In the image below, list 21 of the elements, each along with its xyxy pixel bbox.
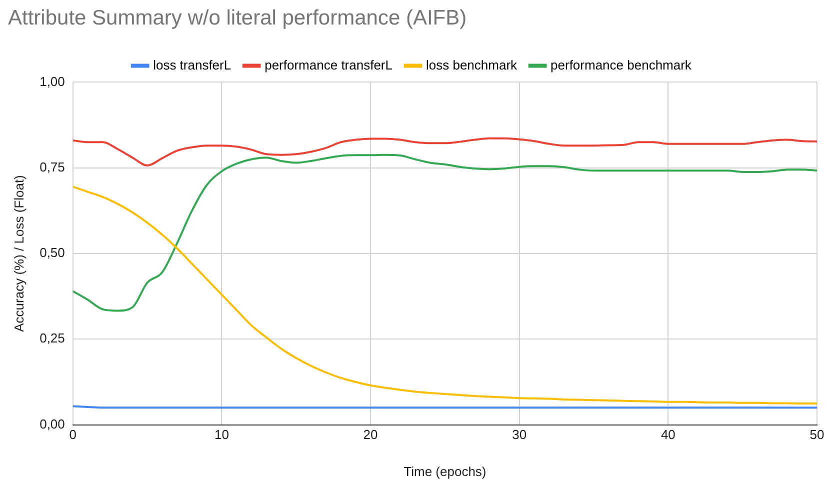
x-tick-label: 0 xyxy=(69,427,77,442)
y-axis-title: Accuracy (%) / Loss (Float) xyxy=(11,175,26,332)
x-tick-label: 40 xyxy=(660,427,676,442)
y-tick-label: 1,00 xyxy=(40,74,65,89)
legend-label: loss benchmark xyxy=(426,57,518,72)
legend-label: performance benchmark xyxy=(550,57,692,72)
y-tick-label: 0,00 xyxy=(40,416,65,432)
line-series xyxy=(72,137,817,166)
legend-label: loss transferL xyxy=(153,57,232,72)
x-tick-label: 10 xyxy=(214,427,229,442)
line-series xyxy=(72,154,817,312)
x-tick-label: 50 xyxy=(810,427,824,442)
line-series xyxy=(72,186,817,405)
legend-label: performance transferL xyxy=(264,57,393,72)
y-tick-label: 0,25 xyxy=(40,330,65,346)
x-axis-title: Time (epochs) xyxy=(404,464,486,479)
chart-title: Attribute Summary w/o literal performance (AIFB) xyxy=(8,6,467,30)
x-tick-label: 20 xyxy=(363,427,378,442)
y-tick-label: 0,75 xyxy=(40,159,65,174)
x-tick-label: 30 xyxy=(512,427,527,442)
y-tick-label: 0,50 xyxy=(40,245,65,260)
